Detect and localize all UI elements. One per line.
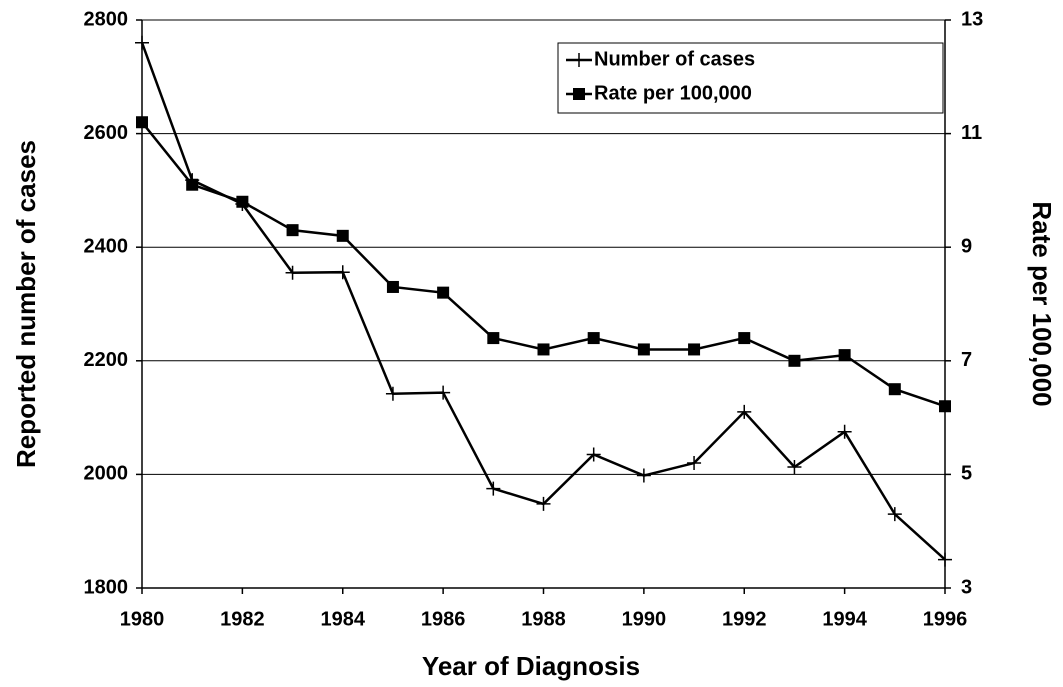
marker <box>939 400 951 413</box>
marker <box>386 280 399 293</box>
marker <box>586 447 601 462</box>
marker <box>888 383 901 396</box>
marker <box>787 460 802 475</box>
marker <box>636 468 651 483</box>
marker <box>487 332 500 345</box>
marker <box>738 332 751 345</box>
x-axis-title: Year of Diagnosis <box>422 651 640 681</box>
marker <box>336 229 349 242</box>
marker <box>136 116 148 129</box>
legend-label: Rate per 100,000 <box>594 82 752 104</box>
marker <box>186 178 199 191</box>
y-tick-label: 1800 <box>84 576 129 598</box>
series-line <box>141 121 946 408</box>
y-tick-label: 2000 <box>84 463 129 485</box>
marker <box>536 496 551 511</box>
y-tick-label: 2800 <box>84 8 129 30</box>
legend: Number of cases Rate per 100,000 <box>557 42 944 114</box>
y2-tick-label: 13 <box>961 8 983 30</box>
marker <box>838 349 851 362</box>
x-tick-label: 1990 <box>622 608 667 630</box>
y-tick-label: 2400 <box>84 235 129 257</box>
y2-axis-title: Rate per 100,000 <box>1027 201 1057 406</box>
x-tick-label: 1982 <box>220 608 265 630</box>
y2-tick-label: 7 <box>961 349 972 371</box>
x-tick-label: 1996 <box>923 608 968 630</box>
marker <box>587 332 600 345</box>
x-tick-label: 1992 <box>722 608 767 630</box>
marker <box>938 552 952 567</box>
marker <box>887 507 902 522</box>
marker <box>537 343 550 356</box>
legend-box <box>557 42 944 114</box>
x-tick-label: 1980 <box>120 608 165 630</box>
marker <box>837 424 852 439</box>
y-tick-label: 2200 <box>84 349 129 371</box>
y2-tick-label: 11 <box>961 122 982 144</box>
marker <box>436 385 451 400</box>
marker <box>572 53 586 67</box>
x-tick-label: 1988 <box>521 608 566 630</box>
marker <box>285 265 300 280</box>
y2-tick-label: 3 <box>961 576 972 598</box>
marker <box>687 456 702 471</box>
y2-tick-label: 5 <box>961 463 972 485</box>
marker <box>688 343 701 356</box>
marker <box>637 343 650 356</box>
marker <box>486 481 501 496</box>
marker <box>286 224 299 237</box>
legend-label: Number of cases <box>594 48 755 70</box>
marker <box>737 404 752 419</box>
y-tick-label: 2600 <box>84 122 129 144</box>
marker <box>573 88 585 100</box>
y2-tick-label: 9 <box>961 235 972 257</box>
marker <box>788 354 801 367</box>
x-tick-label: 1994 <box>822 608 867 630</box>
x-tick-label: 1986 <box>421 608 466 630</box>
series-line <box>140 42 946 561</box>
marker <box>385 386 400 401</box>
marker <box>437 286 450 299</box>
marker <box>236 195 249 208</box>
marker <box>135 35 149 50</box>
marker <box>335 265 350 280</box>
y-axis-title: Reported number of cases <box>11 140 41 468</box>
x-tick-label: 1984 <box>321 608 366 630</box>
